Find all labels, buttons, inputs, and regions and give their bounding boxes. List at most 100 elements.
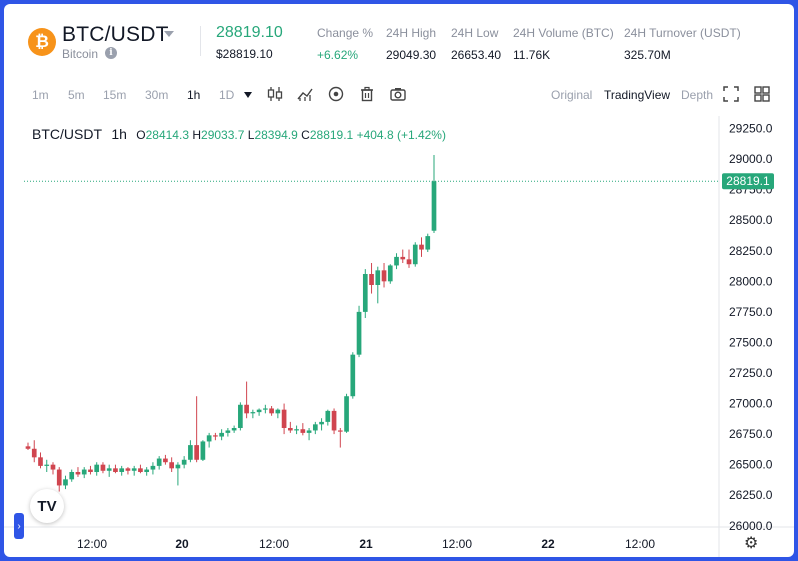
candlestick-chart[interactable]: 29250.0 29000.0 28750.0 28500.0 28250.0 28000… <box>4 116 794 557</box>
candle-body <box>188 445 193 460</box>
candle-body <box>38 457 43 466</box>
y-tick-label: 27250.0 <box>729 366 773 380</box>
last-price-usd: $28819.10 <box>216 47 273 61</box>
eye-icon[interactable] <box>327 85 345 103</box>
candle-body <box>25 446 31 449</box>
stat-label: 24H High <box>386 26 437 40</box>
candle-body <box>238 404 243 428</box>
market-header: ₿ BTC/USDT Bitcoin i 28819.10 $28819.10 … <box>4 4 794 76</box>
interval-15m[interactable]: 15m <box>103 88 127 102</box>
candle-body <box>63 479 68 486</box>
chart-canvas[interactable]: 29250.029000.028750.028500.028250.028000… <box>4 116 794 557</box>
candle-body <box>250 412 256 414</box>
y-tick-label: 26500.0 <box>729 458 773 472</box>
candlestick-icon[interactable] <box>266 85 284 103</box>
last-price-tag <box>722 173 774 190</box>
view-original[interactable]: Original <box>551 88 593 102</box>
fullscreen-icon[interactable] <box>722 85 740 103</box>
candle-body <box>100 464 106 471</box>
candle-body <box>331 410 337 431</box>
camera-icon[interactable] <box>389 85 407 103</box>
candle-body <box>125 468 131 471</box>
stat-value: 29049.30 <box>386 48 437 62</box>
candle-body <box>213 435 218 437</box>
candle-body <box>263 408 268 410</box>
candle-body <box>281 409 287 428</box>
interval-dropdown-icon[interactable] <box>244 92 252 98</box>
legend-high: 29033.7 <box>201 128 245 142</box>
candle-body <box>69 472 75 480</box>
candle-body <box>225 430 231 433</box>
candle-body <box>256 409 262 413</box>
interval-1d[interactable]: 1D <box>219 88 235 102</box>
candle-body <box>381 270 387 282</box>
legend-c-label: C <box>301 128 310 142</box>
candle-body <box>369 274 374 285</box>
interval-1h[interactable]: 1h <box>187 88 201 102</box>
legend-h-label: H <box>192 128 202 142</box>
x-tick-label: 22 <box>541 537 555 551</box>
interval-5m[interactable]: 5m <box>68 88 85 102</box>
candle-body <box>181 459 187 465</box>
stat-24h-turnover: 24H Turnover (USDT) 325.70M <box>624 26 741 62</box>
stat-24h-volume: 24H Volume (BTC) 11.76K <box>513 26 614 62</box>
candle-body <box>81 469 87 475</box>
tradingview-logo-icon[interactable]: TV <box>30 489 64 523</box>
x-tick-label: 21 <box>359 537 373 551</box>
gear-icon[interactable]: ⚙ <box>744 535 759 552</box>
view-tradingview[interactable]: TradingView <box>604 88 671 102</box>
stat-24h-high: 24H High 29049.30 <box>386 26 436 62</box>
candle-body <box>75 472 81 475</box>
view-depth[interactable]: Depth <box>681 88 714 102</box>
stat-value: 325.70M <box>624 48 671 62</box>
candle-body <box>113 468 118 472</box>
candle-body <box>119 468 125 472</box>
y-tick-label: 26750.0 <box>729 427 773 441</box>
candle-body <box>56 469 62 486</box>
indicators-icon[interactable] <box>296 85 314 103</box>
y-tick-label: 28250.0 <box>729 244 773 258</box>
candle-body <box>350 354 356 397</box>
legend-o-label: O <box>136 128 146 142</box>
candle-body <box>150 465 156 470</box>
stat-label: Change % <box>317 26 374 40</box>
stat-label: 24H Low <box>451 26 499 40</box>
y-tick-label: 27000.0 <box>729 397 773 411</box>
y-tick-label: 27500.0 <box>729 335 773 349</box>
pair-selector[interactable]: BTC/USDT <box>62 23 169 46</box>
x-tick-label: 20 <box>175 537 189 551</box>
candle-body <box>300 429 306 433</box>
candle-body <box>425 236 431 250</box>
x-tick-label: 12:00 <box>442 537 472 551</box>
candle-body <box>319 421 324 425</box>
chart-toolbar: 1m 5m 15m 30m 1h 1D Original TradingView… <box>4 80 794 110</box>
last-price: 28819.10 <box>216 24 283 41</box>
y-tick-label: 27750.0 <box>729 305 773 319</box>
candle-body <box>156 458 162 466</box>
trash-icon[interactable] <box>358 85 376 103</box>
candle-body <box>325 410 331 422</box>
candle-body <box>312 424 318 431</box>
legend-change: +404.8 (+1.42%) <box>356 128 446 142</box>
legend-symbol: BTC/USDT <box>32 126 102 142</box>
chevron-down-icon[interactable] <box>164 31 174 37</box>
interval-1m[interactable]: 1m <box>32 88 49 102</box>
candle-body <box>206 435 212 442</box>
candle-body <box>106 468 112 471</box>
legend-l-label: L <box>247 128 255 142</box>
stat-label: 24H Volume (BTC) <box>513 26 614 40</box>
candle-body <box>194 445 199 460</box>
last-price-label: 28819.1 <box>726 174 770 188</box>
x-tick-label: 12:00 <box>77 537 107 551</box>
candle-body <box>231 428 237 431</box>
bitcoin-logo-icon: ₿ <box>28 28 56 56</box>
candle-body <box>306 430 312 433</box>
x-tick-label: 12:00 <box>625 537 655 551</box>
stat-24h-low: 24H Low 26653.40 <box>451 26 501 62</box>
info-icon[interactable]: i <box>105 47 117 59</box>
interval-30m[interactable]: 30m <box>145 88 169 102</box>
toggle-sidebar-icon[interactable]: › <box>14 513 24 539</box>
stat-value: +6.62% <box>317 48 359 62</box>
layout-grid-icon[interactable] <box>753 85 771 103</box>
stat-value: 26653.40 <box>451 48 502 62</box>
